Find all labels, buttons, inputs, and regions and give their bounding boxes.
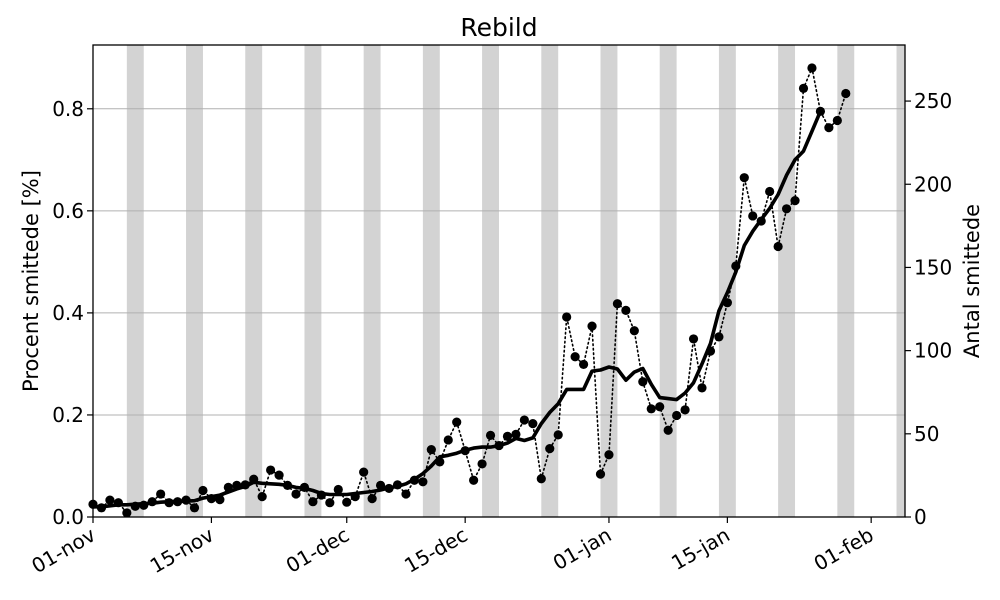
weekend-band [837, 45, 855, 517]
y-right-tick-label: 100 [914, 339, 952, 363]
data-point [367, 494, 377, 504]
weekend-band [422, 45, 440, 517]
weekend-band [245, 45, 263, 517]
data-point [469, 475, 479, 485]
series-line-average [91, 109, 823, 509]
weekend-band [304, 45, 322, 517]
data-point [841, 88, 851, 99]
y-axis-left-title: Procent smittede [%] [19, 170, 43, 392]
data-point [536, 474, 546, 484]
weekend-band [896, 45, 905, 517]
data-point [291, 489, 301, 499]
data-point [545, 444, 555, 454]
data-point [528, 419, 538, 429]
weekend-band [186, 45, 203, 517]
data-point [562, 312, 572, 322]
data-point [502, 431, 513, 441]
data-point [663, 425, 673, 435]
data-point [790, 196, 800, 206]
data-point [257, 491, 267, 502]
y-right-tick-label: 0 [914, 505, 927, 529]
data-point [739, 173, 749, 183]
weekend-bands [126, 45, 905, 517]
data-point [477, 459, 487, 469]
data-point [485, 430, 496, 440]
data-point [807, 63, 817, 73]
data-point [122, 508, 132, 518]
data-point [621, 305, 631, 315]
data-point [824, 123, 834, 133]
data-point [452, 417, 462, 427]
y-left-tick-label: 0.8 [52, 97, 84, 121]
weekend-band [363, 45, 381, 517]
y-right-tick-label: 150 [914, 255, 952, 279]
data-point [638, 377, 648, 387]
y-left-tick-label: 0.0 [52, 505, 84, 529]
data-point [798, 83, 809, 93]
data-point [595, 469, 606, 479]
data-point [418, 477, 428, 487]
data-point [655, 402, 665, 412]
data-point [156, 489, 166, 499]
weekend-band [778, 45, 796, 517]
y-right-tick-label: 200 [914, 172, 952, 196]
y-right-tick-label: 250 [914, 89, 952, 113]
y-right-tick-label: 50 [914, 422, 939, 446]
data-point [570, 352, 580, 362]
data-point [105, 495, 115, 505]
data-point [672, 410, 682, 421]
data-point [519, 415, 529, 425]
weekend-band [600, 45, 618, 517]
data-point [359, 467, 369, 477]
data-point [426, 445, 436, 455]
plot-frame [92, 44, 906, 518]
data-point [578, 359, 589, 370]
y-left-tick-label: 0.6 [52, 199, 84, 223]
data-point [215, 495, 225, 505]
weekend-band [126, 45, 144, 517]
data-point [325, 498, 335, 508]
data-point [587, 321, 597, 331]
y-axis-right-title: Antal smittede [960, 204, 984, 358]
data-point [333, 484, 343, 495]
data-point [511, 429, 521, 439]
data-point [832, 115, 842, 126]
weekend-band [659, 45, 677, 517]
data-point [553, 430, 563, 440]
data-point [646, 404, 656, 414]
data-point [688, 334, 699, 344]
data-point [342, 497, 352, 507]
weekend-band [541, 45, 559, 517]
data-point [781, 204, 792, 214]
data-point [266, 465, 276, 475]
data-point [443, 435, 453, 445]
data-point [274, 470, 284, 480]
data-point [604, 450, 614, 460]
data-point [765, 186, 775, 197]
data-point [748, 211, 758, 221]
data-point [612, 299, 623, 309]
y-left-tick-label: 0.4 [52, 301, 84, 325]
data-point [773, 241, 783, 252]
chart-title: Rebild [460, 13, 537, 42]
series-layer [88, 63, 851, 518]
data-point [401, 489, 411, 499]
y-left-tick-label: 0.2 [52, 403, 84, 427]
data-point [680, 405, 690, 415]
data-point [308, 497, 318, 507]
data-point [189, 503, 200, 513]
data-point [629, 326, 639, 336]
weekend-band [718, 45, 736, 517]
data-point [697, 383, 707, 393]
data-point [198, 485, 208, 496]
data-point [714, 332, 724, 342]
weekend-band [482, 45, 499, 517]
